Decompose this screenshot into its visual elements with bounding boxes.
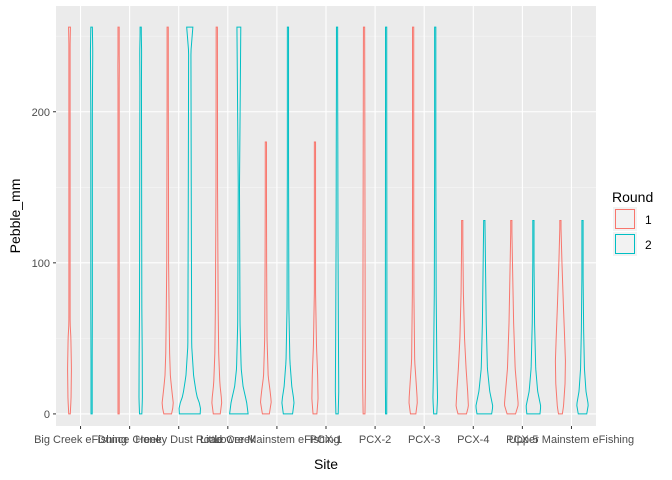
x-tick-label: PCX-4 xyxy=(457,434,489,446)
violin-round-2-pcx-1 xyxy=(334,26,340,415)
violin-round-2-honey-dust-road xyxy=(178,26,201,415)
legend-title: Round xyxy=(612,189,653,205)
x-tick-label: PCX-3 xyxy=(408,434,440,446)
legend-key-1 xyxy=(615,209,635,229)
legend: Round 1 2 xyxy=(612,189,653,256)
y-tick-label: 200 xyxy=(32,107,50,119)
legend-label-1: 1 xyxy=(645,213,652,227)
violin-round-1-honey-dust-road xyxy=(161,26,174,415)
x-tick-label: PCX-1 xyxy=(310,434,342,446)
grid-lines xyxy=(56,6,596,426)
x-tick-label: PCX-2 xyxy=(359,434,391,446)
x-tick-label: Honey Dust Road xyxy=(135,434,222,446)
y-axis-ticks: 0 100 200 xyxy=(32,107,56,421)
x-tick-label: Lower Mainstem eFishing xyxy=(214,434,339,446)
violin-round-1-pcx-2 xyxy=(362,26,366,415)
x-tick-label: Upper Mainstem eFishing xyxy=(509,434,634,446)
violin-round-1-lower-mainstem-efishing xyxy=(260,141,272,415)
violin-round-2-lower-mainstem-efishing xyxy=(281,26,295,415)
violin-round-1-big-creek-efishing xyxy=(67,26,72,415)
violin-round-2-dunce-creek xyxy=(138,26,143,415)
legend-key-bg-1 xyxy=(613,207,637,231)
violin-round-1-pcx-3 xyxy=(408,26,418,415)
legend-key-2 xyxy=(615,234,635,254)
x-axis-title: Site xyxy=(314,456,338,472)
legend-label-2: 2 xyxy=(645,238,652,252)
violin-round-1-pcx-5 xyxy=(504,220,519,415)
violin-round-1-dunce-creek xyxy=(117,26,120,415)
x-tick-label: PCX-5 xyxy=(506,434,538,446)
violin-round-2-pcx-4 xyxy=(475,220,494,415)
violin-round-2-little-creek xyxy=(229,26,249,415)
violin-round-1-little-creek xyxy=(211,26,223,415)
y-tick-label: 0 xyxy=(44,409,50,421)
violin-round-1-pcx-1 xyxy=(311,141,319,415)
legend-key-bg-2 xyxy=(613,232,637,256)
violin-round-2-pcx-3 xyxy=(432,26,439,415)
x-tick-label: Dunce Creek xyxy=(98,434,163,446)
y-tick-label: 100 xyxy=(32,258,50,270)
x-tick-label: Big Creek eFishing xyxy=(34,434,127,446)
violins xyxy=(67,26,589,415)
violin-round-2-upper-mainstem-efishing xyxy=(576,220,589,415)
x-tick-label: Little Creek xyxy=(200,434,256,446)
violin-round-1-upper-mainstem-efishing xyxy=(554,220,566,415)
violin-round-2-pcx-5 xyxy=(525,220,542,415)
violin-round-2-pcx-2 xyxy=(384,26,388,415)
violin-round-1-pcx-4 xyxy=(455,220,469,415)
violin-round-2-big-creek-efishing xyxy=(89,26,94,415)
y-axis-title: Pebble_mm xyxy=(7,179,23,254)
